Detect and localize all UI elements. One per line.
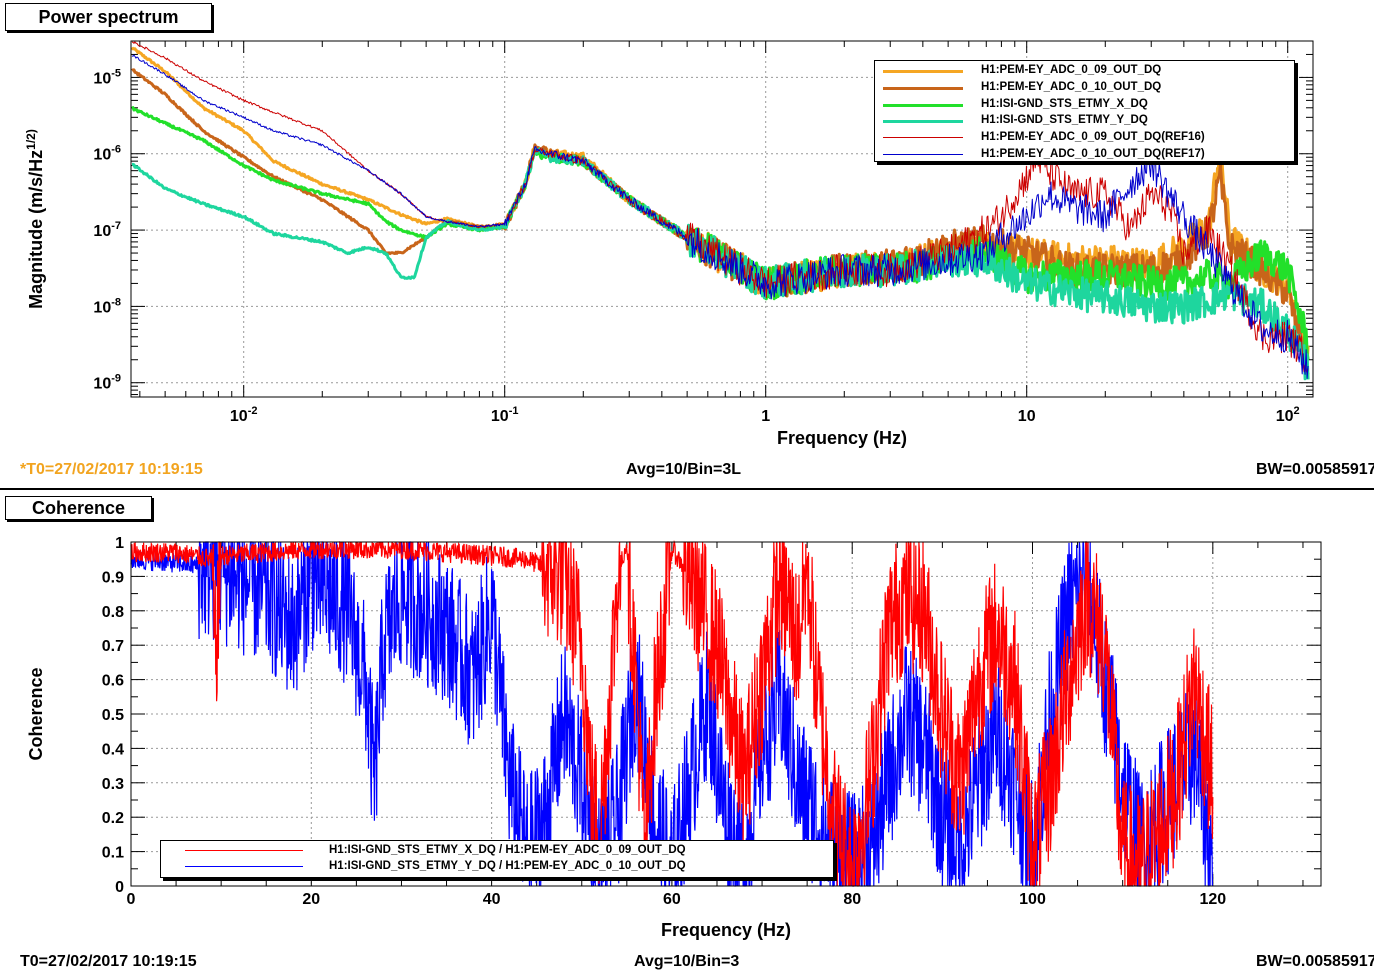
legend-swatch bbox=[185, 866, 303, 867]
legend-entry[interactable]: H1:ISI-GND_STS_ETMY_Y_DQ / H1:PEM-EY_ADC… bbox=[161, 859, 833, 876]
y-axis-label: Coherence bbox=[26, 667, 46, 760]
coherence-bw: BW=0.00585917 bbox=[1256, 953, 1374, 970]
power-spectrum-legend[interactable]: H1:PEM-EY_ADC_0_09_OUT_DQ H1:PEM-EY_ADC_0… bbox=[874, 60, 1295, 162]
legend-swatch bbox=[883, 86, 963, 90]
x-axis-label: Frequency (Hz) bbox=[777, 428, 907, 448]
legend-label: H1:PEM-EY_ADC_0_09_OUT_DQ bbox=[981, 64, 1162, 76]
x-tick-label: 0 bbox=[127, 891, 136, 908]
legend-label: H1:ISI-GND_STS_ETMY_Y_DQ / H1:PEM-EY_ADC… bbox=[329, 860, 686, 872]
power-spectrum-bw: BW=0.00585917 bbox=[1256, 461, 1374, 478]
power-spectrum-panel: Power spectrum 10-2 10-1 1 10 102 10-9 10-8 10-… bbox=[5, 3, 1374, 478]
coherence-avg: Avg=10/Bin=3 bbox=[634, 953, 740, 970]
legend-entry[interactable]: H1:ISI-GND_STS_ETMY_X_DQ bbox=[875, 97, 1294, 114]
y-tick-label: 10-5 bbox=[93, 67, 121, 87]
legend-entry[interactable]: H1:ISI-GND_STS_ETMY_Y_DQ bbox=[875, 113, 1294, 130]
y-tick-label: 10-9 bbox=[93, 373, 121, 393]
y-tick-label: 0.5 bbox=[102, 707, 124, 724]
legend-entry[interactable]: H1:PEM-EY_ADC_0_09_OUT_DQ(REF16) bbox=[875, 130, 1294, 147]
y-axis-label: Magnitude (m/s/Hz1/2) bbox=[24, 129, 46, 309]
y-tick-label: 10-6 bbox=[93, 144, 121, 164]
power-spectrum-avg: Avg=10/Bin=3L bbox=[626, 461, 742, 478]
y-tick-label: 0.7 bbox=[102, 638, 124, 655]
y-tick-label: 0.3 bbox=[102, 776, 124, 793]
legend-swatch bbox=[883, 103, 963, 107]
x-tick-label: 10-1 bbox=[491, 405, 519, 425]
y-tick-label: 0.2 bbox=[102, 810, 124, 827]
legend-label: H1:PEM-EY_ADC_0_10_OUT_DQ(REF17) bbox=[981, 148, 1205, 160]
legend-swatch bbox=[883, 70, 963, 73]
ps-series-line-4 bbox=[131, 147, 1310, 381]
y-tick-label: 0.8 bbox=[102, 604, 124, 621]
legend-label: H1:ISI-GND_STS_ETMY_X_DQ / H1:PEM-EY_ADC… bbox=[329, 844, 686, 856]
legend-label: H1:ISI-GND_STS_ETMY_Y_DQ bbox=[981, 114, 1148, 127]
legend-label: H1:PEM-EY_ADC_0_09_OUT_DQ(REF16) bbox=[981, 131, 1205, 144]
x-tick-label: 102 bbox=[1276, 405, 1300, 425]
x-tick-label: 1 bbox=[761, 408, 770, 425]
y-tick-label: 0.9 bbox=[102, 569, 124, 586]
power-spectrum-title[interactable]: Power spectrum bbox=[5, 3, 212, 31]
legend-entry[interactable]: H1:ISI-GND_STS_ETMY_X_DQ / H1:PEM-EY_ADC… bbox=[161, 843, 833, 860]
coherence-t0: T0=27/02/2017 10:19:15 bbox=[20, 953, 197, 970]
y-tick-label: 10-7 bbox=[93, 220, 121, 240]
legend-entry[interactable]: H1:PEM-EY_ADC_0_09_OUT_DQ bbox=[875, 63, 1294, 80]
ps-series-line-6 bbox=[131, 54, 1309, 379]
plot-frame bbox=[130, 40, 1314, 398]
legend-swatch bbox=[883, 154, 963, 155]
coherence-legend[interactable]: H1:ISI-GND_STS_ETMY_X_DQ / H1:PEM-EY_ADC… bbox=[160, 840, 834, 878]
coherence-chart: 0 20 40 60 80 100 120 0 0.1 0.2 0.3 0.4 0.5 0.6 0.7 0.8… bbox=[26, 535, 1322, 940]
y-tick-label: 10-8 bbox=[93, 296, 121, 316]
power-spectrum-t0: *T0=27/02/2017 10:19:15 bbox=[20, 461, 203, 478]
y-tick-label: 0 bbox=[115, 879, 124, 896]
legend-label: H1:ISI-GND_STS_ETMY_X_DQ bbox=[981, 97, 1148, 110]
ps-series-line-5 bbox=[131, 41, 1309, 374]
x-tick-label: 120 bbox=[1199, 891, 1226, 908]
plot-frame bbox=[130, 541, 1322, 887]
legend-swatch bbox=[185, 850, 303, 851]
legend-label: H1:PEM-EY_ADC_0_10_OUT_DQ bbox=[981, 80, 1162, 93]
coherence-panel: Coherence 0 20 40 60 80 100 120 0 0.1 0.2 0.3 0.4 0.… bbox=[0, 490, 1374, 974]
legend-swatch bbox=[883, 137, 963, 139]
x-tick-label: 10 bbox=[1018, 408, 1036, 425]
y-tick-label: 0.6 bbox=[102, 673, 124, 690]
x-axis-label: Frequency (Hz) bbox=[661, 920, 791, 940]
legend-entry[interactable]: H1:PEM-EY_ADC_0_10_OUT_DQ bbox=[875, 80, 1294, 97]
legend-entry[interactable]: H1:PEM-EY_ADC_0_10_OUT_DQ(REF17) bbox=[875, 147, 1294, 164]
legend-swatch bbox=[883, 120, 963, 124]
coherence-title[interactable]: Coherence bbox=[5, 496, 152, 520]
x-tick-label: 60 bbox=[663, 891, 681, 908]
y-tick-label: 0.4 bbox=[102, 741, 124, 758]
x-tick-label: 80 bbox=[843, 891, 861, 908]
x-tick-label: 10-2 bbox=[230, 405, 258, 425]
x-tick-label: 100 bbox=[1019, 891, 1046, 908]
x-tick-label: 20 bbox=[302, 891, 320, 908]
x-tick-label: 40 bbox=[483, 891, 501, 908]
y-tick-label: 1 bbox=[115, 535, 124, 552]
y-tick-label: 0.1 bbox=[102, 845, 124, 862]
panel-divider bbox=[0, 488, 1374, 490]
